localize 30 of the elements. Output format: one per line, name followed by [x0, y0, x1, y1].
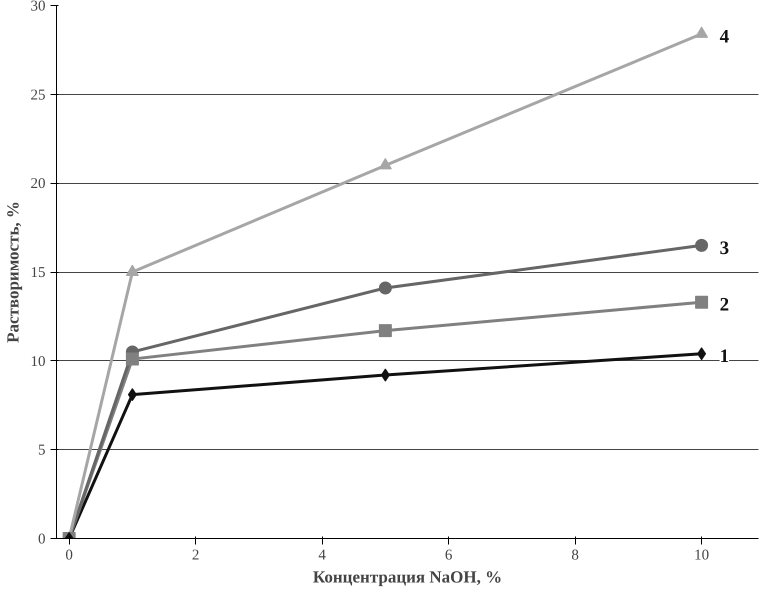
series-label: 2 [720, 294, 730, 316]
point [695, 238, 708, 252]
point [380, 368, 390, 382]
y-tick-label: 5 [38, 442, 46, 459]
point [695, 26, 708, 38]
x-tick-label: 8 [571, 548, 579, 564]
point [126, 352, 139, 366]
x-tick-label: 2 [192, 548, 200, 564]
y-tick-label: 30 [30, 0, 46, 14]
series-label: 1 [720, 346, 730, 368]
y-tick-label: 20 [30, 176, 46, 192]
x-tick-label: 10 [694, 548, 710, 564]
y-tick-label: 10 [30, 354, 46, 370]
point [378, 158, 392, 170]
series-label: 4 [720, 26, 730, 48]
x-tick-label: 0 [65, 548, 73, 564]
series-label: 3 [720, 238, 730, 259]
point [378, 282, 392, 294]
x-axis-title: Концентрация NaOH, % [312, 568, 502, 586]
y-tick-label: 15 [30, 265, 46, 281]
x-tick-label: 4 [318, 548, 326, 564]
y-tick-label: 0 [38, 532, 46, 548]
point [128, 388, 137, 402]
y-axis-title: Растворимость, % [4, 201, 22, 343]
point [697, 347, 706, 360]
x-tick-label: 6 [444, 548, 453, 564]
point [695, 296, 708, 309]
point [126, 264, 139, 276]
y-tick-label: 25 [30, 87, 46, 104]
point [378, 324, 392, 338]
